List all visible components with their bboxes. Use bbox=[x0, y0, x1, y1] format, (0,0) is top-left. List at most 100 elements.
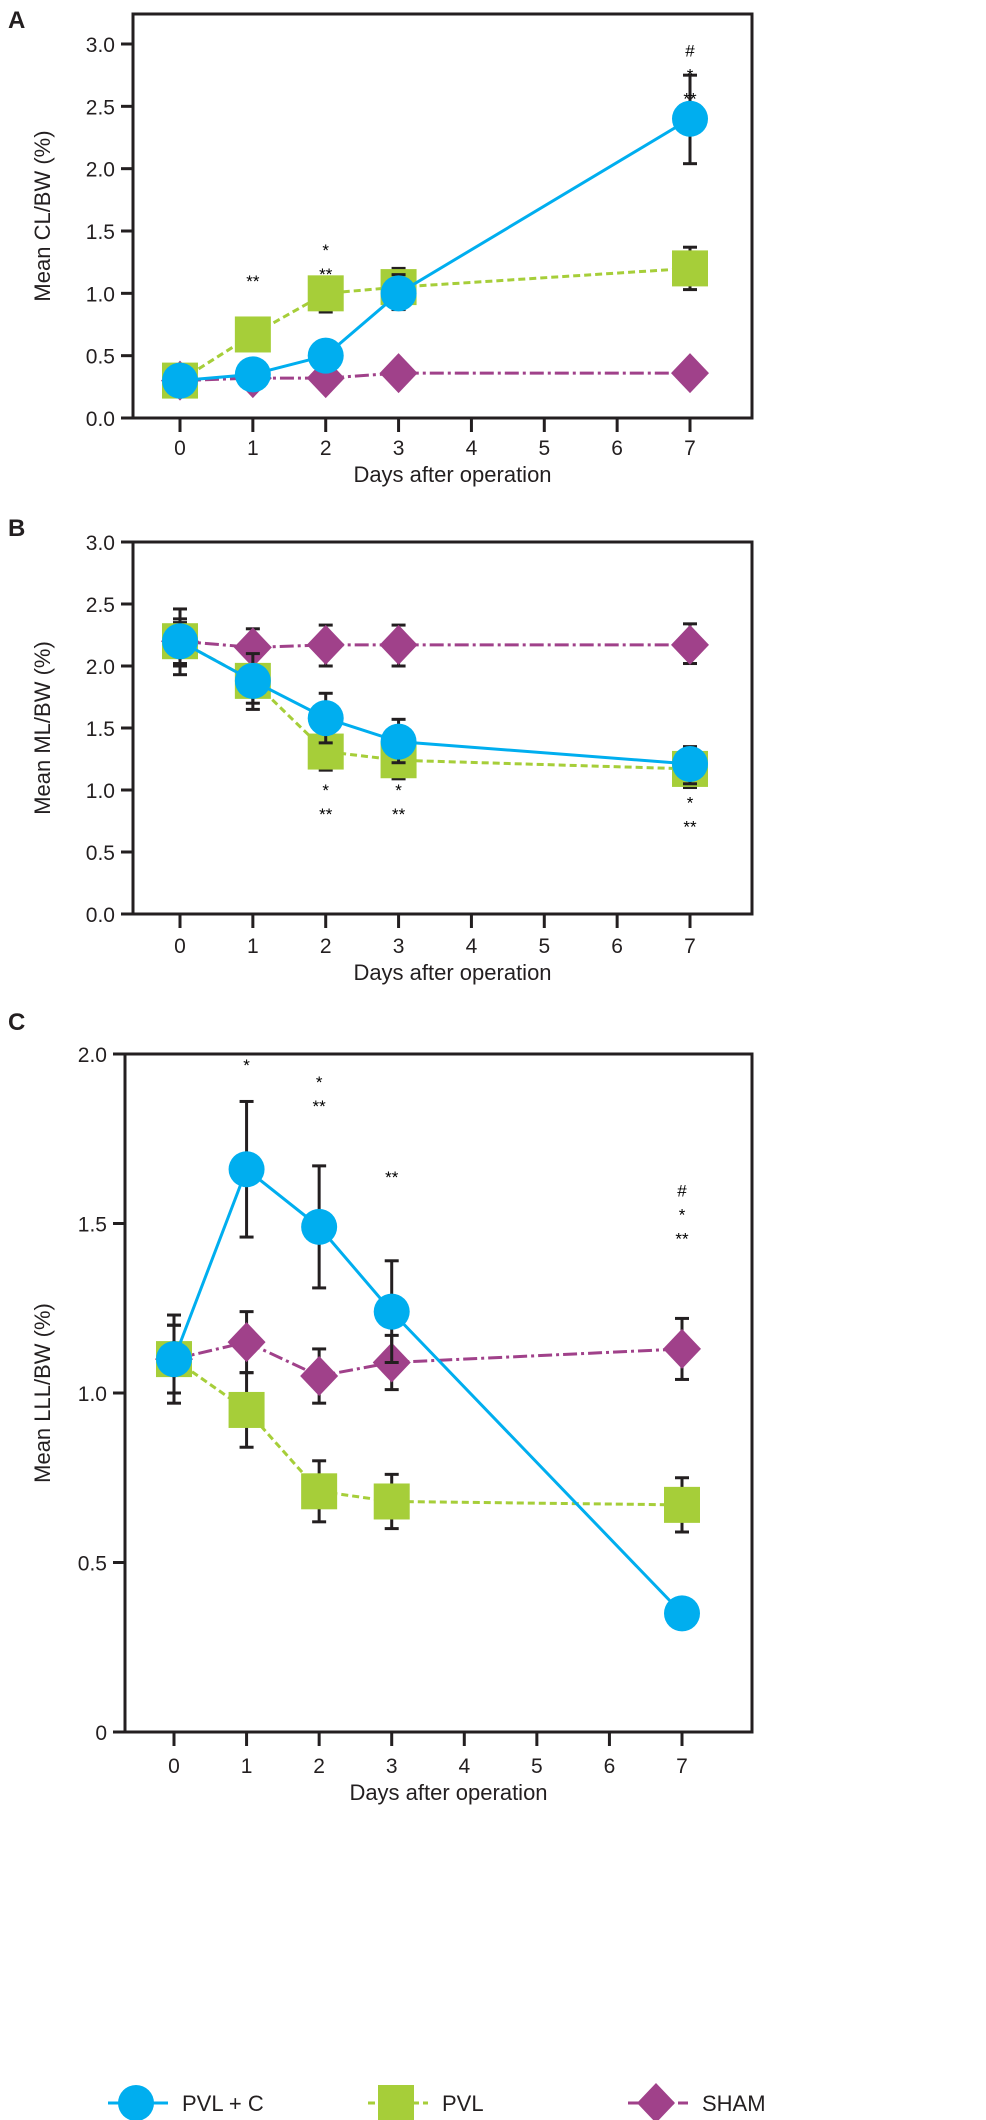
y-tick-label: 0.5 bbox=[86, 346, 115, 369]
significance-marker: # bbox=[685, 41, 695, 60]
data-point bbox=[307, 337, 344, 374]
data-point bbox=[234, 356, 271, 393]
significance-marker: ** bbox=[683, 818, 697, 837]
significance-marker: ** bbox=[246, 272, 260, 291]
data-point bbox=[301, 1473, 338, 1510]
y-tick-label: 3.0 bbox=[86, 34, 115, 57]
data-point bbox=[379, 353, 418, 394]
plot-frame bbox=[131, 540, 754, 916]
significance-marker: * bbox=[322, 781, 329, 800]
data-point bbox=[228, 1151, 265, 1188]
y-tick-label: 2.5 bbox=[86, 96, 115, 119]
y-tick-label: 2.5 bbox=[86, 594, 115, 617]
significance-marker: * bbox=[679, 1205, 686, 1224]
legend: PVL + C PVL SHAM bbox=[108, 2083, 766, 2120]
y-axis-title: Mean ML/BW (%) bbox=[30, 641, 55, 815]
data-point bbox=[672, 100, 708, 137]
significance-marker: * bbox=[687, 65, 694, 84]
y-tick-label: 2.0 bbox=[86, 656, 115, 679]
x-tick-label: 0 bbox=[168, 1755, 180, 1778]
y-tick-label: 1.5 bbox=[86, 221, 115, 244]
legend-item: PVL + C bbox=[108, 2085, 264, 2120]
x-axis-title: Days after operation bbox=[353, 960, 551, 985]
y-tick-label: 1.0 bbox=[86, 780, 115, 803]
data-point bbox=[380, 723, 417, 760]
significance-marker: ** bbox=[385, 1168, 399, 1187]
legend-item: PVL bbox=[368, 2085, 484, 2120]
y-tick-label: 1.5 bbox=[86, 718, 115, 741]
x-tick-label: 3 bbox=[393, 935, 405, 958]
x-tick-label: 2 bbox=[320, 437, 332, 460]
legend-label: PVL bbox=[442, 2091, 484, 2116]
data-point bbox=[672, 745, 708, 782]
data-point bbox=[234, 662, 271, 699]
y-tick-label: 0.0 bbox=[86, 904, 115, 927]
significance-marker: ** bbox=[319, 265, 333, 284]
data-point bbox=[228, 1391, 265, 1428]
x-tick-label: 0 bbox=[174, 437, 186, 460]
x-tick-label: 7 bbox=[676, 1755, 688, 1778]
x-tick-label: 4 bbox=[458, 1755, 470, 1778]
x-tick-label: 2 bbox=[320, 935, 332, 958]
data-point bbox=[672, 250, 708, 287]
data-point bbox=[671, 353, 709, 394]
y-tick-label: 2.0 bbox=[86, 159, 115, 182]
legend-marker bbox=[637, 2083, 675, 2120]
data-point bbox=[664, 1486, 700, 1523]
significance-marker: # bbox=[677, 1181, 687, 1200]
significance-marker: ** bbox=[675, 1229, 689, 1248]
x-tick-label: 5 bbox=[538, 437, 550, 460]
data-point bbox=[233, 627, 272, 668]
series-pvl-c bbox=[156, 1099, 700, 1632]
data-point bbox=[234, 316, 271, 353]
x-tick-label: 5 bbox=[538, 935, 550, 958]
data-point bbox=[380, 275, 417, 312]
y-tick-label: 3.0 bbox=[86, 532, 115, 555]
x-tick-label: 2 bbox=[313, 1755, 325, 1778]
legend-label: PVL + C bbox=[182, 2091, 264, 2116]
data-point bbox=[664, 1595, 700, 1632]
panel-b: B 0.0 0.5 1.0 1.5 2.0 2.5 3.0 0 1 2 3 4 5 6 7 Days after… bbox=[8, 515, 754, 985]
y-tick-label: 1.0 bbox=[78, 1383, 107, 1406]
y-tick-label: 2.0 bbox=[78, 1044, 107, 1067]
x-tick-label: 4 bbox=[466, 437, 478, 460]
x-tick-label: 6 bbox=[611, 437, 623, 460]
x-axis-title: Days after operation bbox=[349, 1780, 547, 1805]
data-point bbox=[301, 1208, 338, 1245]
significance-marker: ** bbox=[683, 89, 697, 108]
series-sham bbox=[155, 1310, 701, 1405]
legend-item: SHAM bbox=[628, 2083, 766, 2120]
data-point bbox=[307, 275, 344, 312]
significance-marker: ** bbox=[319, 805, 333, 824]
y-tick-label: 0.5 bbox=[86, 842, 115, 865]
series-line bbox=[173, 1357, 683, 1507]
y-tick-label: 0.0 bbox=[86, 408, 115, 431]
data-point bbox=[373, 1483, 410, 1520]
data-point bbox=[379, 624, 418, 665]
significance-marker: * bbox=[322, 241, 329, 260]
panel-label: A bbox=[8, 7, 25, 34]
x-tick-label: 4 bbox=[466, 935, 478, 958]
panel-a: A 0.0 0.5 1.0 1.5 2.0 2.5 3.0 0 1 2 3 4 5 6 7 Days after… bbox=[8, 7, 754, 487]
y-tick-label: 0.5 bbox=[78, 1553, 107, 1576]
significance-marker: ** bbox=[392, 805, 406, 824]
data-point bbox=[156, 1341, 192, 1378]
series-pvl-c bbox=[162, 73, 708, 399]
data-point bbox=[162, 623, 198, 660]
x-tick-label: 7 bbox=[684, 935, 696, 958]
x-tick-label: 3 bbox=[393, 437, 405, 460]
x-tick-label: 6 bbox=[604, 1755, 616, 1778]
x-tick-label: 1 bbox=[247, 935, 259, 958]
series-pvl bbox=[156, 1323, 700, 1534]
y-axis-title: Mean LLL/BW (%) bbox=[30, 1303, 55, 1483]
x-axis-title: Days after operation bbox=[353, 462, 551, 487]
data-point bbox=[373, 1293, 410, 1330]
series-pvl-c bbox=[162, 607, 708, 786]
panel-label: B bbox=[8, 515, 25, 542]
data-point bbox=[663, 1328, 701, 1369]
x-tick-label: 5 bbox=[531, 1755, 543, 1778]
x-tick-label: 0 bbox=[174, 935, 186, 958]
data-point bbox=[306, 624, 345, 665]
y-tick-label: 1.0 bbox=[86, 283, 115, 306]
